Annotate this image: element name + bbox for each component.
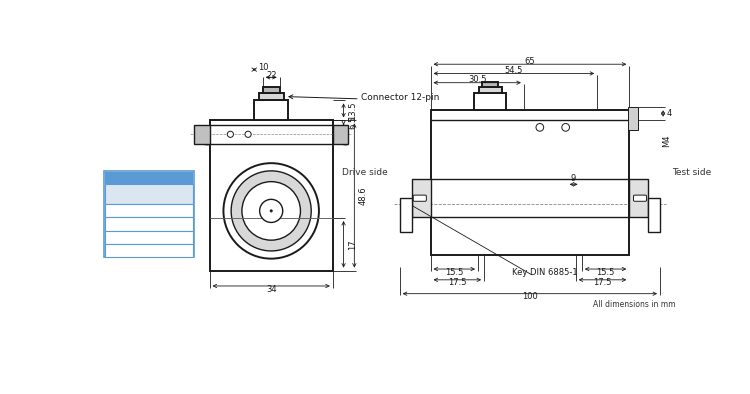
Bar [400, 198, 412, 232]
Text: 17.5: 17.5 [448, 279, 466, 287]
Text: 10: 10 [258, 63, 268, 72]
Text: Ø 10 B6: Ø 10 B6 [650, 202, 658, 232]
Text: 100: 100 [522, 292, 538, 301]
Text: 34: 34 [266, 284, 277, 294]
Text: 1: 1 [124, 206, 130, 216]
Text: 30.5: 30.5 [468, 75, 487, 84]
Text: Drive side: Drive side [343, 168, 388, 177]
Bar [262, 87, 280, 93]
Text: Test side: Test side [671, 168, 711, 177]
Circle shape [260, 199, 283, 223]
Text: U.S.
(lbf-in): U.S. (lbf-in) [160, 185, 183, 199]
Bar [648, 198, 660, 232]
Bar [104, 171, 194, 258]
Text: 88.5: 88.5 [162, 246, 181, 255]
Bar [629, 179, 648, 217]
Text: 6.5: 6.5 [348, 116, 357, 129]
Text: 15.5: 15.5 [445, 268, 464, 277]
Text: 8.85: 8.85 [162, 206, 181, 216]
Text: 17.7: 17.7 [162, 219, 181, 229]
Bar [105, 184, 194, 204]
Text: 44.3: 44.3 [162, 232, 181, 242]
FancyBboxPatch shape [413, 195, 426, 201]
Circle shape [536, 123, 544, 131]
Bar [628, 107, 638, 130]
Text: 48.6: 48.6 [358, 186, 368, 205]
Bar [105, 204, 194, 217]
Bar [430, 110, 629, 255]
Text: 22: 22 [266, 71, 277, 80]
Text: 17.5: 17.5 [593, 279, 612, 287]
Text: 54.5: 54.5 [505, 66, 523, 75]
Text: 5: 5 [124, 232, 130, 242]
Text: 10: 10 [122, 246, 132, 255]
Text: CAPACITIES: CAPACITIES [124, 174, 174, 183]
Bar [254, 100, 288, 121]
Text: 2: 2 [124, 219, 130, 229]
Circle shape [231, 171, 311, 251]
Text: All dimensions in mm: All dimensions in mm [593, 300, 676, 309]
Circle shape [227, 131, 233, 138]
Bar [482, 82, 498, 87]
Circle shape [245, 131, 251, 138]
Bar [194, 125, 209, 143]
Text: Connector 12-pin: Connector 12-pin [362, 93, 440, 102]
Bar [105, 217, 194, 230]
Text: Key DIN 6885-1: Key DIN 6885-1 [512, 268, 578, 277]
Text: Ø 10 B6: Ø 10 B6 [401, 202, 410, 232]
Text: Metric
(Nm): Metric (Nm) [116, 185, 138, 199]
Bar [333, 125, 348, 143]
Text: 17: 17 [348, 239, 357, 250]
Circle shape [242, 182, 301, 240]
FancyBboxPatch shape [634, 195, 646, 201]
Bar [412, 179, 430, 217]
Bar [105, 230, 194, 243]
Bar [105, 243, 194, 257]
Bar [259, 93, 284, 100]
Bar [105, 172, 194, 184]
Bar [209, 121, 333, 271]
Text: 15.5: 15.5 [596, 268, 615, 277]
Circle shape [562, 123, 569, 131]
Text: M4: M4 [662, 135, 671, 147]
Text: 13.5: 13.5 [348, 101, 357, 120]
Bar [474, 93, 506, 110]
Text: 9: 9 [571, 175, 576, 184]
Circle shape [224, 163, 319, 258]
Text: 4: 4 [667, 109, 672, 118]
Bar [478, 87, 502, 93]
Text: 65: 65 [524, 57, 536, 66]
Circle shape [270, 210, 272, 212]
